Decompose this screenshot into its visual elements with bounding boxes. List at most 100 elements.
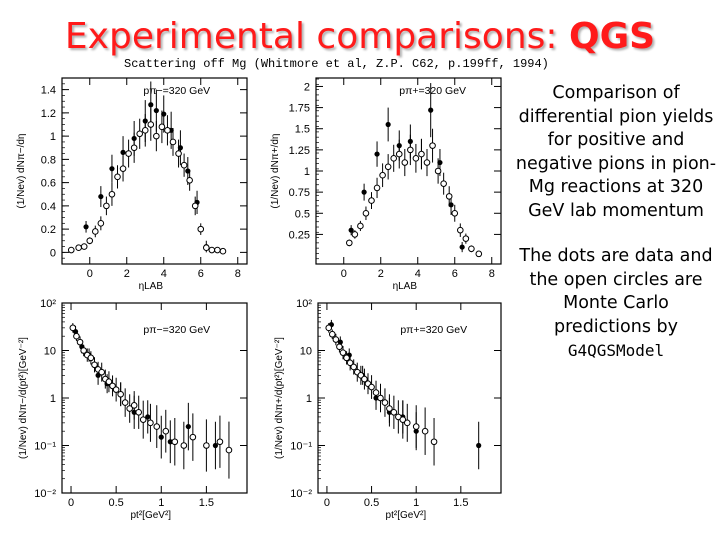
- slide-title: Experimental comparisons: QGS: [0, 16, 720, 57]
- mc-point: [412, 423, 420, 430]
- y-tick-label: 10⁻²: [34, 488, 56, 500]
- mc-point: [91, 361, 98, 369]
- x-tick-label: 0.5: [108, 497, 123, 509]
- mc-point: [208, 246, 216, 254]
- mc-point: [395, 150, 403, 158]
- slide-title-bold: QGS: [568, 16, 656, 57]
- series-data: [348, 83, 465, 253]
- mc-point: [475, 250, 483, 258]
- mc-point: [219, 247, 227, 255]
- mc-point: [403, 419, 411, 427]
- x-axis-label: pt²[GeV²]: [386, 510, 427, 521]
- mc-point: [368, 383, 375, 391]
- mc-point: [451, 209, 459, 217]
- x-tick-label: 0: [341, 268, 347, 280]
- mc-point: [169, 138, 177, 146]
- y-axis-label: (1/Nev) dNπ+/d(pt²)[GeV⁻²]: [274, 337, 285, 459]
- mc-point: [429, 142, 436, 149]
- mc-point: [457, 226, 464, 234]
- mc-point: [87, 354, 95, 362]
- caption-dots-text: The dots are data and the open circles a…: [519, 246, 713, 337]
- mc-point: [357, 222, 364, 230]
- mc-point: [153, 132, 160, 140]
- mc-point: [390, 155, 398, 162]
- x-tick-label: 1.5: [453, 497, 468, 509]
- data-point: [177, 145, 183, 151]
- mc-point: [336, 343, 343, 351]
- x-axis-label: ηLAB: [139, 281, 164, 292]
- mc-point: [121, 399, 129, 406]
- mc-point: [203, 442, 210, 449]
- data-point: [153, 107, 159, 114]
- y-tick-label: 0.5: [295, 208, 310, 220]
- mc-point: [164, 127, 171, 134]
- data-point: [145, 414, 151, 420]
- series-monte-carlo: [325, 323, 438, 466]
- mc-point: [399, 416, 407, 423]
- y-tick-label: 1.4: [41, 85, 56, 97]
- data-point: [385, 121, 391, 128]
- x-tick-label: 6: [452, 268, 458, 280]
- y-axis-label: (1/Nev) dNπ+/dη: [270, 134, 281, 209]
- mc-point: [401, 159, 409, 166]
- mc-point: [332, 336, 340, 343]
- mc-point: [112, 386, 120, 393]
- y-tick-label: 0.75: [289, 187, 310, 199]
- beam-momentum-annotation: pπ+=320 GeV: [399, 85, 466, 97]
- mc-point: [368, 197, 375, 204]
- mc-point: [418, 150, 425, 158]
- mc-point: [105, 378, 113, 386]
- mc-point: [386, 405, 393, 412]
- y-tick-label: 10²: [296, 298, 312, 310]
- series-monte-carlo: [67, 108, 227, 255]
- y-tick-label: 1.5: [295, 124, 310, 136]
- y-tick-label: 0.25: [289, 229, 310, 241]
- y-axis-label: (1/Nev) dNπ−/dη: [16, 134, 27, 209]
- mc-point: [180, 442, 188, 449]
- x-axis-label: pt²[GeV²]: [131, 510, 172, 521]
- mc-point: [141, 127, 149, 134]
- mc-point: [92, 228, 99, 235]
- mc-point: [423, 159, 431, 166]
- beam-momentum-annotation: pπ−=320 GeV: [143, 324, 210, 336]
- data-point: [83, 224, 89, 230]
- data-point: [476, 442, 482, 449]
- x-tick-label: 1: [413, 497, 419, 509]
- mc-point: [407, 146, 414, 154]
- x-tick-label: 0: [87, 268, 93, 280]
- caption-explanation: The dots are data and the open circles a…: [512, 245, 720, 364]
- mc-point: [73, 332, 80, 340]
- mc-point: [86, 237, 94, 245]
- mc-point: [362, 209, 370, 217]
- mc-point: [126, 405, 133, 412]
- mc-point: [180, 161, 188, 169]
- mc-point: [225, 446, 233, 454]
- mc-point: [97, 220, 105, 227]
- mc-point: [67, 246, 75, 254]
- mc-point: [175, 150, 182, 157]
- caption: Comparison of differential pion yields f…: [512, 82, 720, 364]
- y-tick-label: 10⁻¹: [34, 441, 56, 453]
- mc-point: [350, 363, 358, 371]
- mc-point: [361, 375, 368, 383]
- y-tick-label: 1: [50, 131, 56, 143]
- mc-point: [171, 438, 179, 446]
- mc-point: [119, 165, 127, 172]
- caption-model-name: G4QGSModel: [567, 341, 665, 360]
- x-tick-label: 0.5: [364, 497, 379, 509]
- x-tick-label: 8: [489, 268, 495, 280]
- mc-point: [114, 173, 121, 181]
- y-tick-label: 10: [300, 346, 312, 358]
- mc-point: [203, 244, 210, 252]
- y-tick-label: 1.75: [289, 103, 310, 115]
- mc-point: [117, 390, 124, 398]
- y-tick-label: 0.6: [41, 178, 56, 190]
- y-tick-label: 0.8: [41, 154, 56, 166]
- beam-momentum-annotation: pπ−=320 GeV: [143, 85, 210, 97]
- mc-point: [135, 408, 143, 416]
- plot-frame: [315, 77, 502, 265]
- x-tick-label: 6: [198, 268, 204, 280]
- data-point: [120, 149, 126, 155]
- mc-point: [76, 338, 84, 346]
- mc-point: [216, 438, 224, 446]
